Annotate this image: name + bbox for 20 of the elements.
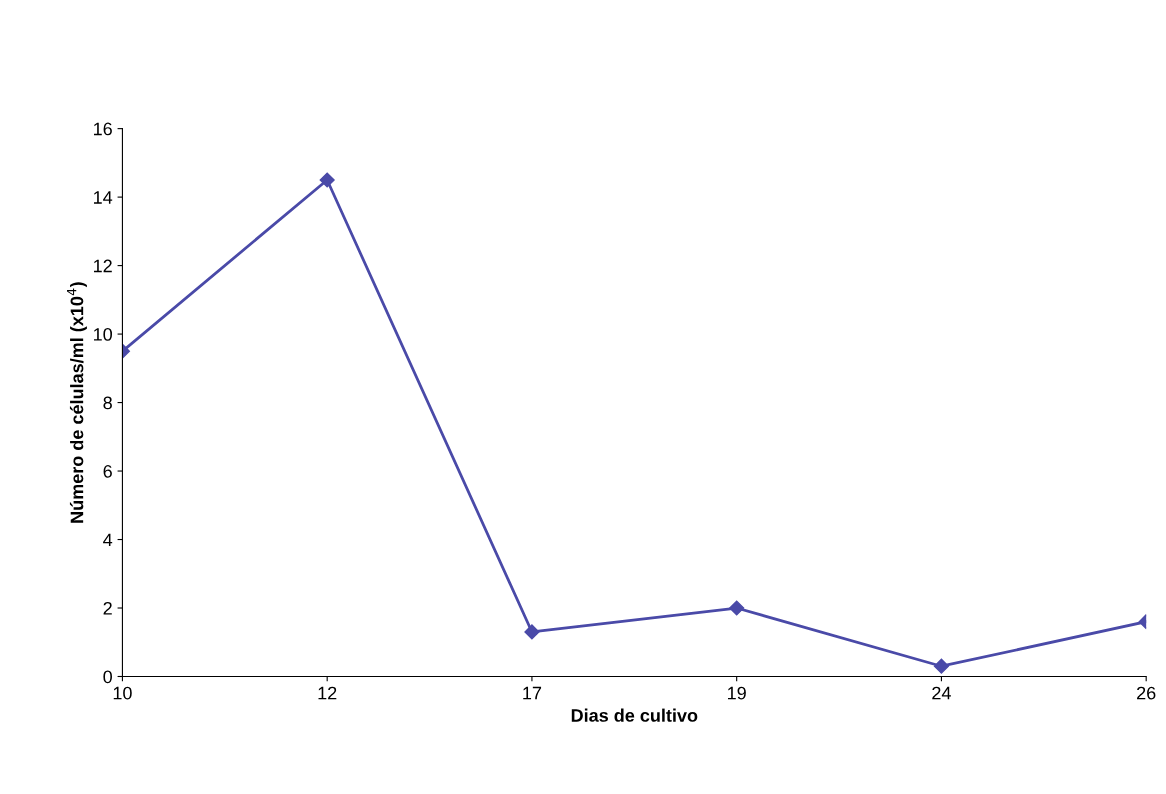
y-tick-label: 10 (94, 328, 112, 341)
x-tick-label: 26 (1137, 686, 1156, 700)
x-tick-label: 17 (523, 686, 542, 700)
point (729, 600, 745, 616)
x-tick-label: 24 (932, 686, 951, 700)
y-tick-label: 2 (103, 601, 112, 615)
y-tick-label: 12 (94, 259, 112, 273)
y-tick-label: 16 (94, 122, 112, 136)
y-tick-label: 8 (103, 396, 112, 410)
x-tick-label: 19 (728, 686, 746, 700)
x-axis-title: Dias de cultivo (571, 708, 698, 722)
point (524, 624, 540, 640)
y-tick-label: 4 (103, 533, 113, 547)
y-tick-label: 14 (94, 191, 113, 204)
y-tick-label: 6 (103, 464, 112, 478)
x-tick-label: 12 (318, 686, 337, 700)
y-tick-label: 0 (103, 670, 112, 684)
x-tick-label: 10 (113, 686, 132, 700)
point (933, 658, 949, 674)
y-axis-title: Número de células/ml (x10$^{4}$) (67, 282, 87, 523)
